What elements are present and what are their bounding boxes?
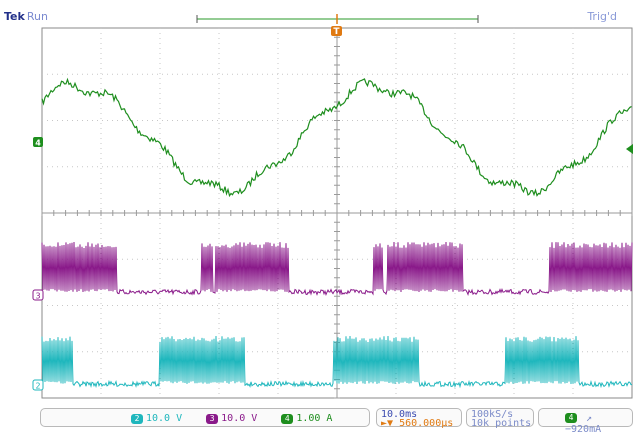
- sample-rate: 100kS/s: [471, 409, 514, 420]
- trigger-panel[interactable]: 4 ↗ −920mA: [538, 408, 633, 435]
- ch3-ground-marker[interactable]: 3: [32, 289, 44, 301]
- ch3-marker-label: 3: [35, 292, 40, 301]
- ch3-scale-readout[interactable]: 3 10.0 V: [206, 413, 257, 425]
- ch3-badge: 3: [206, 413, 219, 424]
- readout-bar: 2 10.0 V 3 10.0 V 4 1.00 A 10.0ms ►▼ 560.00…: [0, 408, 637, 435]
- ch2-scale-readout[interactable]: 2 10.0 V: [131, 413, 182, 425]
- trigger-marker-label: T: [333, 27, 340, 37]
- graticule-grid: [41, 27, 633, 399]
- ch2-scale: 10.0 V: [146, 413, 183, 424]
- trigger-level: −920mA: [565, 424, 602, 435]
- ch3-scale: 10.0 V: [221, 413, 258, 424]
- timebase-scale: 10.0ms: [381, 409, 418, 420]
- status-bar: Tek Run Trig'd: [0, 0, 637, 28]
- record-length: 10k points: [471, 418, 532, 429]
- rising-edge-icon: ↗: [586, 413, 593, 424]
- acquisition-panel[interactable]: 100kS/s 10k points: [466, 408, 534, 429]
- trigger-source-badge: 4: [565, 413, 577, 423]
- ch2-marker-label: 2: [35, 382, 40, 391]
- run-state: Run: [26, 10, 48, 23]
- trigger-state: Trig'd: [587, 10, 617, 23]
- ch3-waveform: [41, 241, 633, 296]
- ch4-marker-label: 4: [35, 139, 41, 148]
- timebase-panel[interactable]: 10.0ms ►▼ 560.000µs: [376, 408, 462, 429]
- ch4-waveform: [41, 77, 632, 198]
- ch4-badge: 4: [281, 413, 294, 424]
- brand-logo: Tek: [4, 10, 25, 23]
- ch4-scale: 1.00 A: [296, 413, 333, 424]
- waveform-display: T 4 3 2: [32, 14, 633, 399]
- ch2-waveform: [41, 335, 632, 389]
- trigger-level-marker[interactable]: [626, 144, 633, 154]
- timebase-delay: 560.000µs: [399, 418, 454, 429]
- ch2-badge: 2: [131, 413, 143, 424]
- trigger-position-marker[interactable]: T: [331, 14, 342, 37]
- trigger-position-icon: ►▼: [381, 418, 394, 429]
- ch4-scale-readout[interactable]: 4 1.00 A: [281, 413, 332, 425]
- channel-scale-panel[interactable]: 2 10.0 V 3 10.0 V 4 1.00 A: [40, 408, 370, 427]
- ch2-ground-marker[interactable]: 2: [32, 379, 44, 391]
- ch4-ground-marker[interactable]: 4: [33, 137, 43, 148]
- brand-label: Tek Run: [4, 10, 48, 23]
